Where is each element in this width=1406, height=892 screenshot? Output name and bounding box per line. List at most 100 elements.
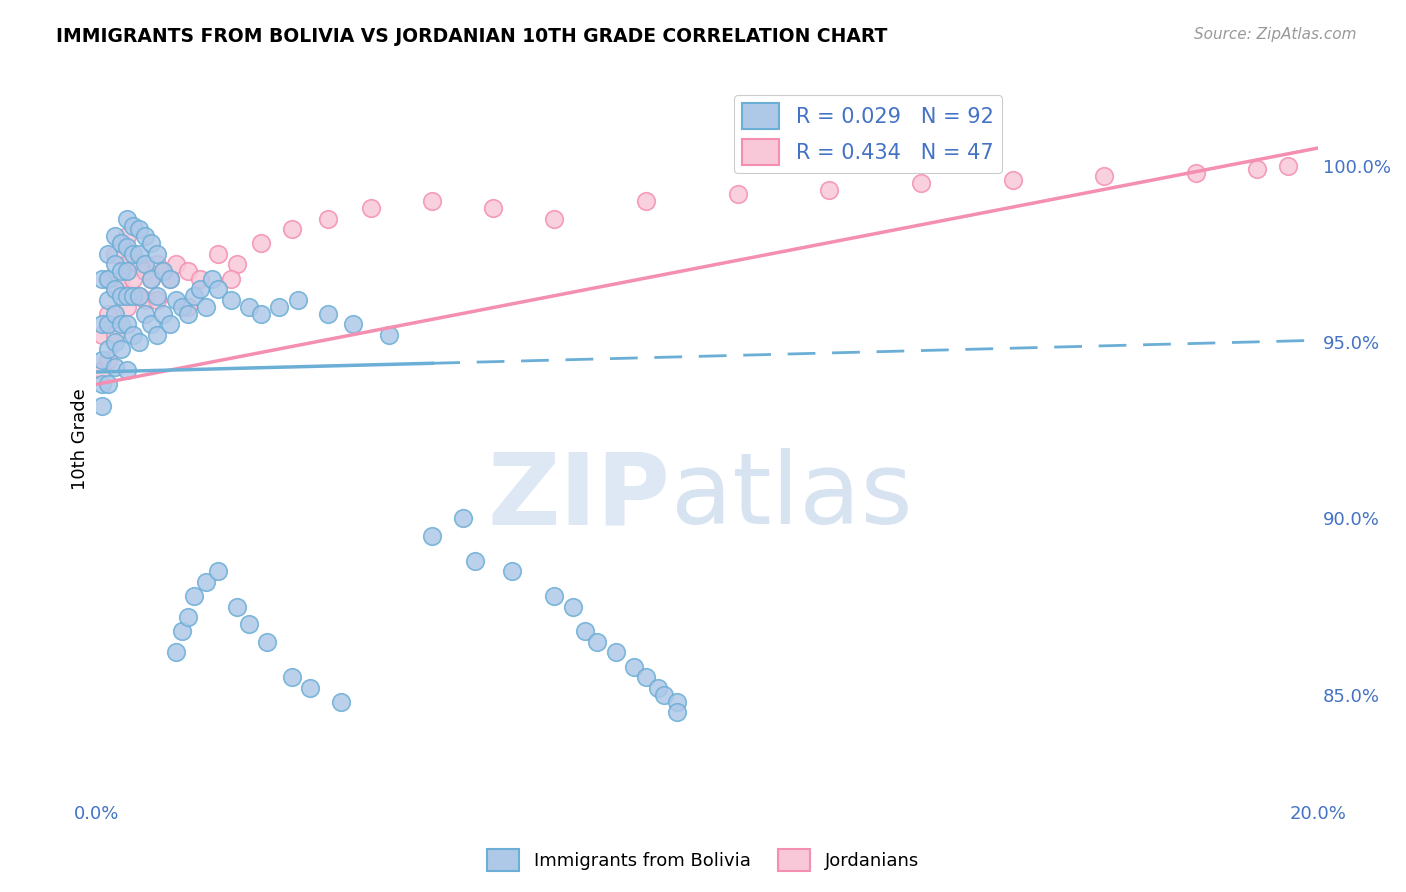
Point [238, 300, 260, 314]
Y-axis label: 10th Grade: 10th Grade [72, 388, 89, 490]
Point [121, 219, 143, 233]
Point [103, 257, 125, 271]
Point [103, 328, 125, 343]
Point [269, 300, 291, 314]
Point [121, 247, 143, 261]
Point [159, 271, 181, 285]
Point [146, 257, 169, 271]
Point [818, 183, 841, 197]
Point [501, 564, 523, 578]
Point [329, 695, 352, 709]
Point [97, 377, 120, 392]
Point [146, 289, 169, 303]
Point [195, 300, 218, 314]
Point [647, 681, 669, 695]
Point [121, 289, 143, 303]
Point [91, 399, 114, 413]
Point [1277, 159, 1299, 173]
Point [1092, 169, 1115, 184]
Point [188, 271, 211, 285]
Point [605, 645, 627, 659]
Legend: R = 0.029   N = 92, R = 0.434   N = 47: R = 0.029 N = 92, R = 0.434 N = 47 [734, 95, 1002, 173]
Point [159, 271, 181, 285]
Point [225, 599, 247, 614]
Point [121, 247, 143, 261]
Point [225, 257, 247, 271]
Text: atlas: atlas [671, 449, 912, 545]
Point [543, 211, 565, 226]
Point [115, 257, 138, 271]
Point [238, 617, 260, 632]
Point [219, 271, 242, 285]
Point [201, 271, 224, 285]
Point [128, 222, 150, 236]
Point [103, 359, 125, 374]
Point [110, 342, 132, 356]
Point [256, 635, 278, 649]
Point [183, 289, 205, 303]
Point [115, 229, 138, 244]
Point [97, 247, 120, 261]
Point [250, 307, 273, 321]
Point [287, 293, 309, 307]
Point [115, 300, 138, 314]
Legend: Immigrants from Bolivia, Jordanians: Immigrants from Bolivia, Jordanians [479, 842, 927, 879]
Point [141, 271, 163, 285]
Point [128, 257, 150, 271]
Point [543, 589, 565, 603]
Point [115, 289, 138, 303]
Point [665, 695, 688, 709]
Point [250, 236, 273, 251]
Point [183, 589, 205, 603]
Point [115, 211, 138, 226]
Point [134, 257, 156, 271]
Point [115, 240, 138, 254]
Point [115, 363, 138, 377]
Point [152, 264, 174, 278]
Point [134, 307, 156, 321]
Point [103, 334, 125, 349]
Point [360, 201, 382, 215]
Point [97, 293, 120, 307]
Point [159, 318, 181, 332]
Point [170, 624, 193, 639]
Point [165, 293, 187, 307]
Point [654, 688, 676, 702]
Point [280, 670, 302, 684]
Point [103, 282, 125, 296]
Point [207, 282, 229, 296]
Point [115, 318, 138, 332]
Point [299, 681, 322, 695]
Point [177, 264, 200, 278]
Point [134, 229, 156, 244]
Point [177, 610, 200, 624]
Point [115, 264, 138, 278]
Point [91, 318, 114, 332]
Point [464, 554, 486, 568]
Point [318, 211, 340, 226]
Point [97, 342, 120, 356]
Point [103, 247, 125, 261]
Point [420, 529, 443, 543]
Point [727, 186, 749, 201]
Point [97, 352, 120, 367]
Point [665, 706, 688, 720]
Point [378, 328, 401, 343]
Point [636, 194, 658, 208]
Point [207, 564, 229, 578]
Point [146, 328, 169, 343]
Point [103, 282, 125, 296]
Point [110, 271, 132, 285]
Point [170, 300, 193, 314]
Point [561, 599, 583, 614]
Point [146, 247, 169, 261]
Text: IMMIGRANTS FROM BOLIVIA VS JORDANIAN 10TH GRADE CORRELATION CHART: IMMIGRANTS FROM BOLIVIA VS JORDANIAN 10T… [56, 27, 887, 45]
Point [146, 293, 169, 307]
Point [91, 328, 114, 343]
Point [110, 289, 132, 303]
Point [451, 511, 474, 525]
Point [586, 635, 609, 649]
Point [97, 318, 120, 332]
Point [219, 293, 242, 307]
Point [121, 271, 143, 285]
